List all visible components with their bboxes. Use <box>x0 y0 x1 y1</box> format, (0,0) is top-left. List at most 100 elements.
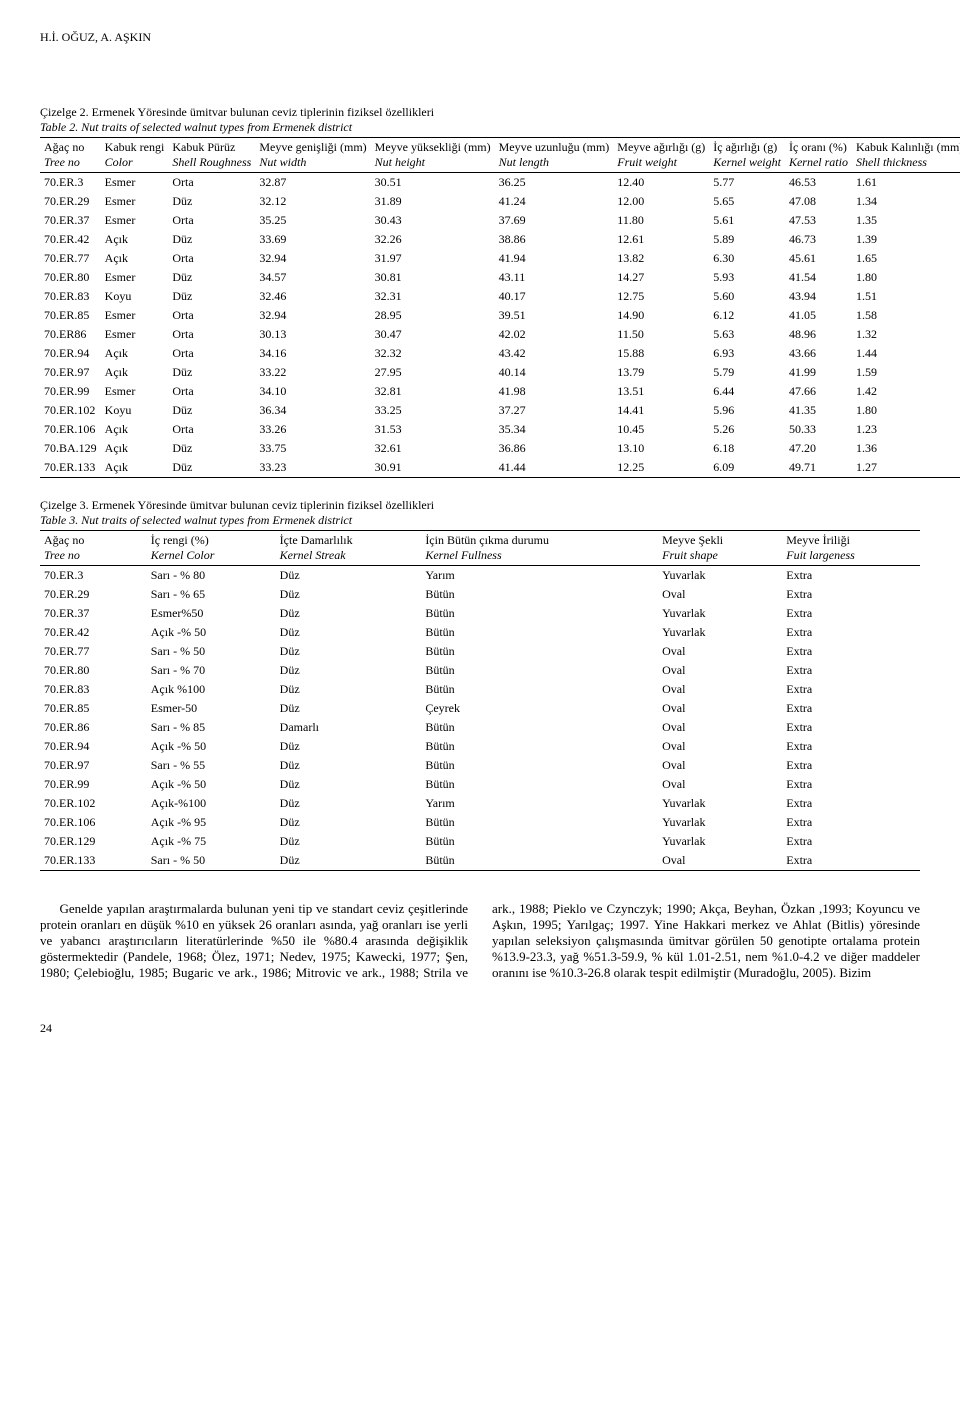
table-cell: 41.24 <box>495 192 614 211</box>
table-cell: 70.ER.37 <box>40 604 147 623</box>
table-cell: Bütün <box>421 832 658 851</box>
table-cell: Orta <box>168 325 255 344</box>
table-cell: 1.36 <box>852 439 960 458</box>
table-row: 70.ER.106AçıkOrta33.2631.5335.3410.455.2… <box>40 420 960 439</box>
table-cell: Orta <box>168 420 255 439</box>
table-cell: Düz <box>276 604 422 623</box>
table-cell: 11.50 <box>613 325 709 344</box>
table-cell: Düz <box>276 566 422 586</box>
table-row: 70.ER.94Açık -% 50DüzBütünOvalExtra <box>40 737 920 756</box>
table-cell: Bütün <box>421 756 658 775</box>
table-cell: Extra <box>782 566 920 586</box>
table-cell: 70.ER.3 <box>40 566 147 586</box>
table-cell: Oval <box>658 680 782 699</box>
table-cell: 1.35 <box>852 211 960 230</box>
table-cell: Extra <box>782 585 920 604</box>
table-cell: Bütün <box>421 775 658 794</box>
table2-header: Meyve ağırlığı (g)Fruit weight <box>613 138 709 173</box>
table-cell: Oval <box>658 699 782 718</box>
table-cell: 33.75 <box>255 439 370 458</box>
table-cell: 5.65 <box>709 192 785 211</box>
table-cell: Düz <box>276 737 422 756</box>
table-cell: 49.71 <box>785 458 852 478</box>
table-cell: Extra <box>782 737 920 756</box>
table-cell: 34.16 <box>255 344 370 363</box>
table-row: 70.BA.129AçıkDüz33.7532.6136.8613.106.18… <box>40 439 960 458</box>
table-cell: 12.25 <box>613 458 709 478</box>
table-cell: Oval <box>658 737 782 756</box>
table-cell: Esmer%50 <box>147 604 276 623</box>
table-cell: 32.94 <box>255 306 370 325</box>
table-row: 70.ER.129Açık -% 75DüzBütünYuvarlakExtra <box>40 832 920 851</box>
table-cell: Bütün <box>421 680 658 699</box>
table-cell: Düz <box>276 661 422 680</box>
table-cell: 45.61 <box>785 249 852 268</box>
table-cell: Esmer-50 <box>147 699 276 718</box>
table-cell: 70.ER.29 <box>40 192 101 211</box>
table-cell: 70.ER.102 <box>40 794 147 813</box>
table-cell: 36.86 <box>495 439 614 458</box>
table-cell: Düz <box>276 680 422 699</box>
table-cell: 6.93 <box>709 344 785 363</box>
table-cell: Bütün <box>421 604 658 623</box>
table-cell: 30.51 <box>371 173 495 193</box>
table-cell: 1.39 <box>852 230 960 249</box>
table-cell: 1.42 <box>852 382 960 401</box>
table-cell: 70.ER.80 <box>40 661 147 680</box>
table-cell: Düz <box>276 642 422 661</box>
table-cell: Açık -% 75 <box>147 832 276 851</box>
table2-caption-en: Table 2. Nut traits of selected walnut t… <box>40 120 352 134</box>
table3-header: İç rengi (%)Kernel Color <box>147 531 276 566</box>
table-cell: 41.44 <box>495 458 614 478</box>
table-cell: Extra <box>782 642 920 661</box>
table-cell: Orta <box>168 306 255 325</box>
table3-header: Meyve İriliğiFuit largeness <box>782 531 920 566</box>
table-cell: Orta <box>168 382 255 401</box>
table2-header: Meyve genişliği (mm)Nut width <box>255 138 370 173</box>
table-row: 70.ER.133Sarı - % 50DüzBütünOvalExtra <box>40 851 920 871</box>
table-row: 70.ER.94AçıkOrta34.1632.3243.4215.886.93… <box>40 344 960 363</box>
table-cell: 41.94 <box>495 249 614 268</box>
table-cell: 5.60 <box>709 287 785 306</box>
table-cell: Extra <box>782 604 920 623</box>
table2-header: Meyve uzunluğu (mm)Nut length <box>495 138 614 173</box>
table-cell: 30.47 <box>371 325 495 344</box>
table-cell: Sarı - % 70 <box>147 661 276 680</box>
table-cell: 70.ER.83 <box>40 680 147 699</box>
table-cell: 1.23 <box>852 420 960 439</box>
table-cell: Yarım <box>421 794 658 813</box>
table-cell: 5.89 <box>709 230 785 249</box>
table-cell: Düz <box>276 756 422 775</box>
table-cell: Extra <box>782 813 920 832</box>
page-header: H.İ. OĞUZ, A. AŞKIN <box>40 30 920 45</box>
table-cell: 70.ER.3 <box>40 173 101 193</box>
table-cell: Oval <box>658 661 782 680</box>
table-cell: Düz <box>168 363 255 382</box>
table3-header: İçin Bütün çıkma durumuKernel Fullness <box>421 531 658 566</box>
table-cell: Düz <box>168 439 255 458</box>
table-cell: 50.33 <box>785 420 852 439</box>
table-cell: Oval <box>658 642 782 661</box>
table-cell: Extra <box>782 699 920 718</box>
table-cell: Düz <box>168 458 255 478</box>
table-cell: 70.ER.99 <box>40 382 101 401</box>
table-cell: 6.44 <box>709 382 785 401</box>
table-cell: 1.80 <box>852 268 960 287</box>
table-cell: Düz <box>276 699 422 718</box>
table-cell: 12.40 <box>613 173 709 193</box>
table-cell: 70.ER.77 <box>40 642 147 661</box>
table-cell: 1.32 <box>852 325 960 344</box>
table-cell: 70.ER86 <box>40 325 101 344</box>
table-cell: 12.61 <box>613 230 709 249</box>
table-row: 70.ER.102Açık-%100DüzYarımYuvarlakExtra <box>40 794 920 813</box>
table-cell: 70.ER.85 <box>40 306 101 325</box>
table-cell: 33.25 <box>371 401 495 420</box>
table-cell: Yuvarlak <box>658 623 782 642</box>
table-row: 70.ER.106Açık -% 95DüzBütünYuvarlakExtra <box>40 813 920 832</box>
table-cell: 70.ER.106 <box>40 813 147 832</box>
table-cell: 1.34 <box>852 192 960 211</box>
table-cell: Açık <box>101 420 169 439</box>
table-cell: 41.98 <box>495 382 614 401</box>
table-cell: 40.17 <box>495 287 614 306</box>
table-cell: Düz <box>276 813 422 832</box>
